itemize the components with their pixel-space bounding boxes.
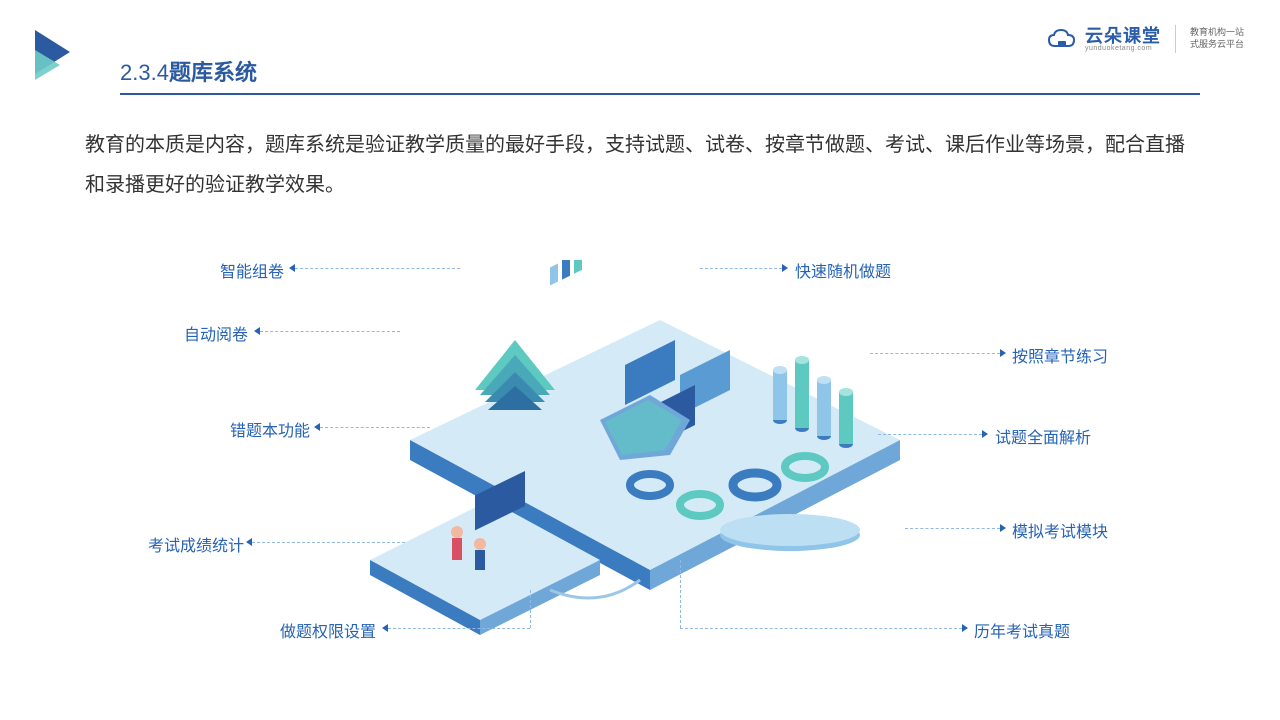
arrow-icon [314, 423, 320, 431]
connector-line [260, 331, 400, 332]
connector-line [680, 628, 962, 629]
connector-line [295, 268, 460, 269]
arrow-icon [246, 538, 252, 546]
connector-line [388, 628, 530, 629]
connector-line [252, 542, 405, 543]
brand-divider [1175, 25, 1176, 53]
connector-line [320, 427, 430, 428]
feature-label: 考试成绩统计 [148, 532, 244, 556]
section-title: 2.3.4题库系统 [120, 55, 1200, 95]
connector-line [680, 560, 681, 628]
feature-label: 智能组卷 [220, 258, 284, 282]
feature-label: 错题本功能 [230, 417, 310, 441]
arrow-icon [1000, 349, 1006, 357]
brand-name: 云朵课堂 [1085, 27, 1161, 45]
connector-line [530, 590, 531, 628]
arrow-icon [962, 624, 968, 632]
cloud-icon [1047, 28, 1077, 50]
connector-line [870, 353, 1000, 354]
feature-label: 做题权限设置 [280, 618, 376, 642]
connector-line [878, 434, 982, 435]
isometric-illustration [350, 260, 910, 640]
corner-logo-icon [30, 30, 80, 85]
arrow-icon [289, 264, 295, 272]
arrow-icon [1000, 524, 1006, 532]
brand-domain: yunduoketang.com [1085, 45, 1161, 52]
brand-tagline: 教育机构一站式服务云平台 [1190, 27, 1250, 50]
arrow-icon [782, 264, 788, 272]
feature-label: 快速随机做题 [795, 258, 891, 282]
brand-logo: 云朵课堂 yunduoketang.com 教育机构一站式服务云平台 [1047, 25, 1250, 53]
feature-label: 试题全面解析 [995, 424, 1091, 448]
feature-label: 自动阅卷 [184, 321, 248, 345]
arrow-icon [254, 327, 260, 335]
section-number: 2.3.4 [120, 60, 169, 85]
section-heading: 题库系统 [169, 60, 257, 85]
connector-line [700, 268, 782, 269]
feature-label: 历年考试真题 [974, 618, 1070, 642]
connector-line [905, 528, 1000, 529]
feature-diagram: 智能组卷自动阅卷错题本功能考试成绩统计做题权限设置 快速随机做题按照章节练习试题全… [0, 220, 1280, 670]
feature-label: 按照章节练习 [1012, 343, 1108, 367]
arrow-icon [382, 624, 388, 632]
feature-label: 模拟考试模块 [1012, 518, 1108, 542]
arrow-icon [982, 430, 988, 438]
description-text: 教育的本质是内容，题库系统是验证教学质量的最好手段，支持试题、试卷、按章节做题、… [85, 125, 1195, 205]
